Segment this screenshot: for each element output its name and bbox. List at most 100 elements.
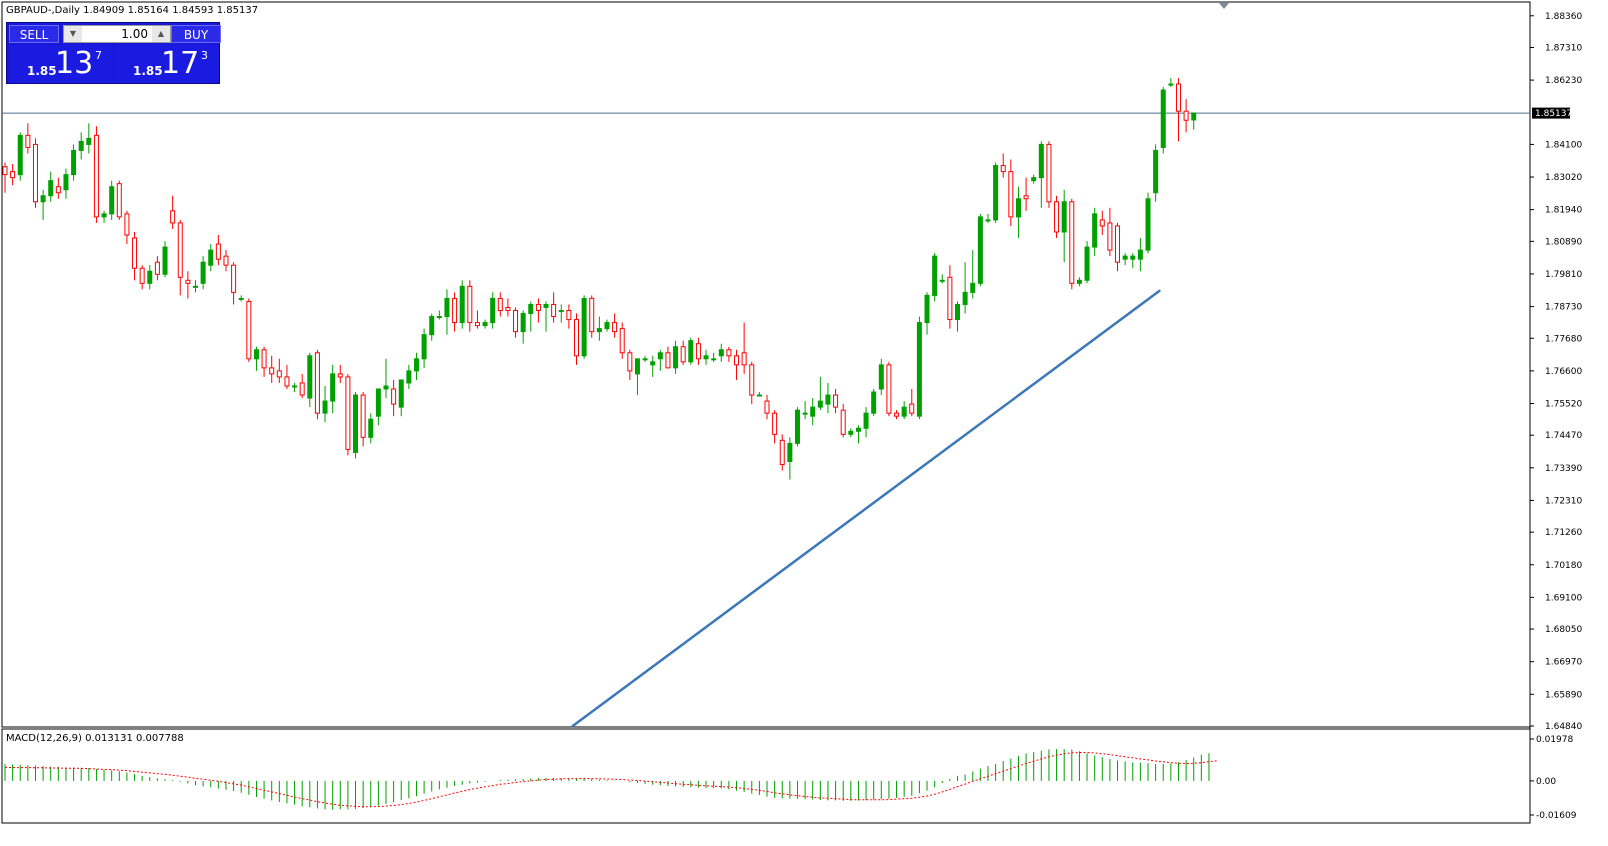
candle-body xyxy=(574,319,579,357)
sell-price-pips: 13 xyxy=(55,46,94,81)
macd-pane[interactable] xyxy=(1,728,1531,824)
candle-body xyxy=(810,406,816,417)
candle-body xyxy=(253,349,259,360)
lot-increase-icon[interactable]: ▲ xyxy=(152,26,170,42)
price-axis-label: 1.64840 xyxy=(1545,722,1582,732)
sell-price[interactable]: 1.85 13 7 xyxy=(9,45,113,83)
candle-body xyxy=(391,388,397,405)
candle-body xyxy=(1008,171,1014,218)
candle-body xyxy=(193,285,198,288)
candle-body xyxy=(855,427,861,432)
price-axis-label: 1.88360 xyxy=(1545,12,1582,22)
candle-body xyxy=(170,210,176,224)
candle-body xyxy=(711,358,717,361)
candle-body xyxy=(353,394,359,453)
candle-body xyxy=(1107,222,1113,251)
candle-body xyxy=(1137,249,1143,260)
candle-body xyxy=(330,373,336,402)
candle-body xyxy=(1168,83,1174,86)
lot-size-value: 1.00 xyxy=(121,27,148,41)
candle-body xyxy=(1191,112,1197,121)
candle-body xyxy=(673,346,679,369)
candle-body xyxy=(558,309,564,312)
candle-body xyxy=(436,316,442,319)
candle-body xyxy=(177,222,183,278)
current-price-tag: 1.85137 xyxy=(1532,107,1572,119)
candle-body xyxy=(756,394,762,397)
candle-body xyxy=(947,276,953,321)
candle-body xyxy=(916,322,922,417)
candle-body xyxy=(383,385,389,390)
candle-body xyxy=(955,303,960,321)
candle-body xyxy=(764,400,770,414)
candle-body xyxy=(787,442,793,462)
candle-body xyxy=(566,309,572,321)
candle-body xyxy=(116,183,122,218)
candle-body xyxy=(703,355,709,360)
candle-body xyxy=(985,219,991,222)
candle-body xyxy=(612,322,618,333)
candle-body xyxy=(78,140,84,151)
macd-axis-label: 0.01978 xyxy=(1536,735,1573,745)
candle-body xyxy=(741,352,747,366)
candle-body xyxy=(619,328,625,354)
candle-body xyxy=(368,418,374,438)
candle-body xyxy=(894,412,900,417)
candle-body xyxy=(139,267,145,284)
candle-body xyxy=(292,385,298,388)
candle-body xyxy=(452,297,458,324)
symbol-header: GBPAUD-,Daily 1.84909 1.85164 1.84593 1.… xyxy=(6,5,258,16)
lot-decrease-icon[interactable]: ▼ xyxy=(64,26,82,42)
sell-button[interactable]: SELL xyxy=(9,25,59,43)
chart-shift-marker[interactable] xyxy=(1219,3,1229,9)
price-pane[interactable] xyxy=(1,1,1531,728)
candle-body xyxy=(421,334,427,360)
price-axis-label: 1.71260 xyxy=(1545,528,1582,538)
buy-button[interactable]: BUY xyxy=(171,25,221,43)
candle-body xyxy=(1038,143,1044,179)
candle-body xyxy=(48,180,54,197)
candle-body xyxy=(398,379,404,408)
candle-body xyxy=(1145,198,1151,251)
candle-body xyxy=(848,430,854,435)
price-axis-label: 1.72310 xyxy=(1545,496,1582,506)
macd-header: MACD(12,26,9) 0.013131 0.007788 xyxy=(6,733,184,744)
candle-body xyxy=(299,382,305,396)
candle-body xyxy=(185,279,191,284)
candle-body xyxy=(25,134,31,148)
macd-signal-line xyxy=(4,752,1217,808)
candle-body xyxy=(337,373,343,378)
candle-body xyxy=(360,394,366,438)
candle-body xyxy=(238,297,244,300)
candle-body xyxy=(101,213,107,218)
candle-body xyxy=(345,376,351,450)
price-axis-label: 1.78730 xyxy=(1545,303,1582,313)
candle-body xyxy=(124,213,130,236)
candle-body xyxy=(17,134,23,176)
candle-body xyxy=(878,364,884,390)
candle-body xyxy=(932,255,938,296)
candle-body xyxy=(1069,201,1075,284)
candle-body xyxy=(581,297,587,357)
candle-body xyxy=(1160,89,1166,148)
trendline[interactable] xyxy=(571,289,1161,728)
candle-body xyxy=(665,352,671,369)
candle-body xyxy=(93,134,99,218)
candle-body xyxy=(71,149,77,176)
buy-price[interactable]: 1.85 17 3 xyxy=(115,45,219,83)
lot-size-field[interactable]: ▼ 1.00 ▲ xyxy=(63,25,171,43)
candle-body xyxy=(246,300,252,360)
price-axis-label: 1.65890 xyxy=(1545,690,1582,700)
candle-body xyxy=(505,306,511,311)
candle-body xyxy=(840,409,846,435)
candle-body xyxy=(695,343,701,360)
candle-body xyxy=(10,171,16,179)
candle-body xyxy=(162,246,168,275)
candle-body xyxy=(772,412,778,435)
candle-body xyxy=(886,364,892,414)
candle-body xyxy=(459,285,465,324)
candle-body xyxy=(833,394,839,408)
candle-body xyxy=(1092,213,1098,248)
sell-price-fraction: 7 xyxy=(95,49,102,62)
